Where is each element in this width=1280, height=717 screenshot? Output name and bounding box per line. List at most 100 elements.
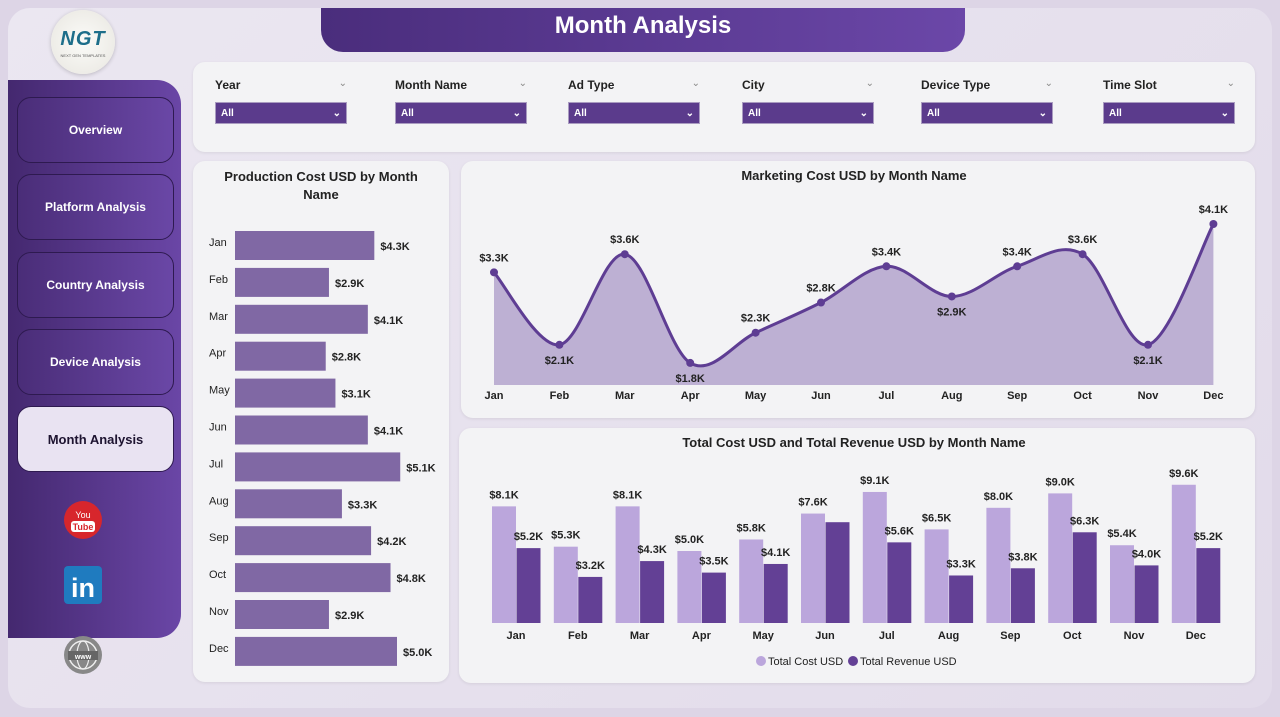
data-label: $4.8K [397, 573, 426, 585]
filter-dropdown[interactable]: All ⌄ [1103, 102, 1235, 124]
filter-ad-type: Ad Type ⌄ All ⌄ [568, 78, 700, 124]
revenue-bar [701, 572, 726, 623]
data-label: $3.6K [1068, 234, 1097, 246]
marketing-cost-chart: $3.3K Jan $2.1K Feb $3.6K Mar $1.8K Apr $2.3K May… [479, 204, 1228, 402]
revenue-bar [763, 563, 788, 623]
bar [235, 231, 375, 260]
filter-dropdown[interactable]: All ⌄ [921, 102, 1053, 124]
data-label: $1.8K [676, 373, 705, 385]
x-tick-label: Sep [1000, 630, 1020, 642]
filter-label: City ⌄ [742, 78, 874, 96]
data-label: $2.1K [1133, 355, 1162, 367]
cost-bar [924, 529, 949, 623]
logo: NGT NEXT GEN TEMPLATES [51, 10, 115, 74]
data-label: $2.9K [335, 610, 364, 622]
x-tick-label: Feb [568, 630, 588, 642]
revenue-bar [1010, 568, 1035, 623]
data-point [1144, 340, 1152, 349]
chevron-down-icon[interactable]: ⌄ [518, 78, 527, 89]
data-point [1013, 262, 1022, 271]
linkedin-icon[interactable]: in [63, 565, 103, 605]
data-label: $2.9K [937, 306, 966, 318]
svg-text:You: You [75, 510, 90, 520]
category-label: Mar [209, 311, 228, 323]
filter-dropdown[interactable]: All ⌄ [742, 102, 874, 124]
legend-marker-revenue [848, 656, 858, 666]
revenue-bar [1072, 532, 1097, 623]
cost-bar [677, 551, 702, 623]
filter-label: Time Slot ⌄ [1103, 78, 1235, 96]
filter-dropdown[interactable]: All ⌄ [568, 102, 700, 124]
data-label: $8.1K [489, 489, 518, 501]
bar [235, 600, 329, 629]
bar [235, 267, 329, 297]
category-label: Sep [209, 532, 229, 544]
legend-label: Total Cost USD [768, 656, 843, 668]
chevron-down-icon: ⌄ [512, 107, 521, 119]
x-tick-label: Mar [615, 390, 635, 402]
data-label: $3.3K [946, 558, 975, 570]
svg-text:Tube: Tube [73, 522, 94, 532]
x-tick-label: Jul [878, 390, 894, 402]
data-label: $2.1K [545, 355, 574, 367]
chevron-down-icon: ⌄ [332, 107, 341, 119]
bar [235, 304, 368, 334]
data-label: $4.1K [761, 547, 790, 559]
chevron-down-icon[interactable]: ⌄ [1044, 78, 1053, 89]
revenue-bar [1196, 548, 1221, 623]
filter-label: Device Type ⌄ [921, 78, 1053, 96]
data-label: $7.6K [798, 497, 827, 509]
data-label: $2.8K [332, 352, 361, 364]
data-label: $3.3K [479, 252, 508, 264]
category-label: Feb [209, 274, 228, 286]
cost-bar [1171, 484, 1196, 623]
data-point [620, 250, 629, 259]
x-tick-label: Aug [941, 390, 962, 402]
data-point [882, 262, 891, 271]
x-tick-label: Aug [938, 630, 959, 642]
data-label: $3.1K [341, 389, 370, 401]
data-label: $9.0K [1046, 476, 1075, 488]
svg-text:www: www [74, 654, 92, 661]
filter-device-type: Device Type ⌄ All ⌄ [921, 78, 1053, 124]
data-point [490, 268, 498, 277]
x-tick-label: May [745, 390, 767, 402]
x-tick-label: Oct [1073, 390, 1092, 402]
data-label: $5.0K [403, 647, 432, 659]
chevron-down-icon[interactable]: ⌄ [338, 78, 347, 89]
nav-device-analysis[interactable]: Device Analysis [17, 329, 174, 395]
nav-country-analysis[interactable]: Country Analysis [17, 252, 174, 318]
data-label: $2.3K [741, 313, 770, 325]
category-label: Aug [209, 495, 229, 507]
category-label: Jul [209, 458, 223, 470]
nav-overview[interactable]: Overview [17, 97, 174, 163]
legend-label: Total Revenue USD [860, 656, 957, 668]
revenue-bar [578, 576, 603, 623]
data-label: $9.6K [1169, 468, 1198, 480]
data-label: $8.0K [984, 491, 1013, 503]
data-point [751, 328, 760, 337]
page-title: Month Analysis [321, 8, 965, 52]
data-label: $4.1K [374, 315, 403, 327]
chevron-down-icon[interactable]: ⌄ [1226, 78, 1235, 89]
filter-dropdown[interactable]: All ⌄ [395, 102, 527, 124]
bar [235, 341, 326, 371]
chevron-down-icon[interactable]: ⌄ [691, 78, 700, 89]
data-label: $2.9K [335, 278, 364, 290]
data-label: $5.1K [406, 462, 435, 474]
revenue-bar [887, 542, 912, 623]
data-label: $4.3K [637, 544, 666, 556]
line [492, 223, 1215, 368]
x-tick-label: Dec [1186, 630, 1206, 642]
data-label: $3.8K [1008, 551, 1037, 563]
data-label: $5.0K [675, 534, 704, 546]
chevron-down-icon[interactable]: ⌄ [865, 78, 874, 89]
nav-month-analysis[interactable]: Month Analysis [17, 406, 174, 472]
filter-panel [193, 62, 1255, 152]
nav-platform-analysis[interactable]: Platform Analysis [17, 174, 174, 240]
website-icon[interactable]: www [63, 635, 103, 675]
revenue-bar [516, 548, 541, 623]
filter-dropdown[interactable]: All ⌄ [215, 102, 347, 124]
youtube-icon[interactable]: You Tube [63, 500, 103, 540]
chevron-down-icon: ⌄ [859, 107, 868, 119]
